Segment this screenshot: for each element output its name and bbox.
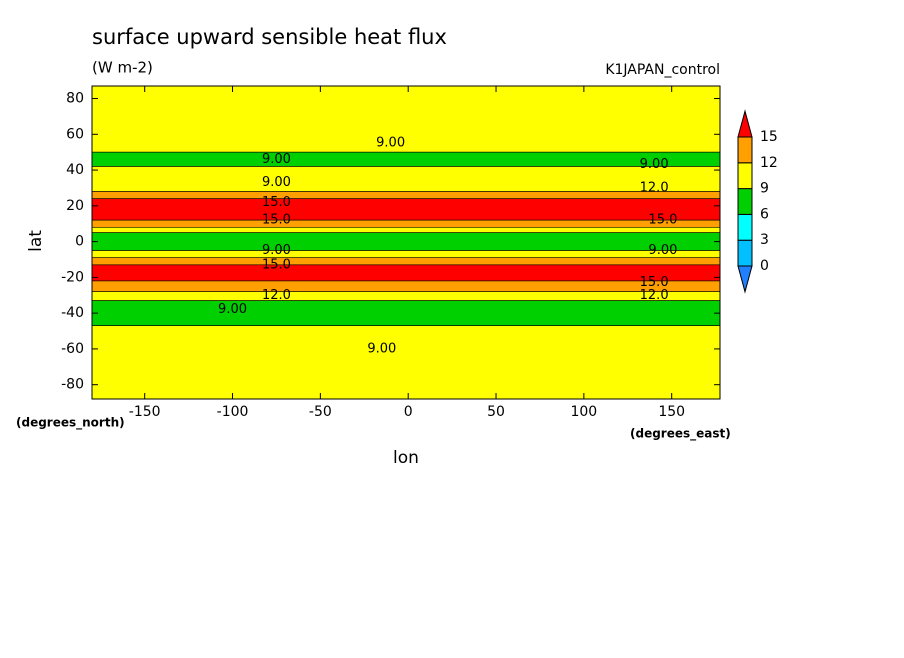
contour-band (91, 232, 721, 251)
y-axis-label: lat (26, 230, 46, 252)
colorbar-label: 15 (760, 129, 778, 145)
colorbar-label: 6 (760, 206, 769, 222)
colorbar-triangle (737, 109, 753, 138)
contour-band (91, 151, 721, 167)
contour-band (91, 325, 721, 400)
contour-label: 15.0 (262, 213, 291, 228)
y-tick-label: -80 (61, 377, 84, 393)
y-units: (degrees_north) (16, 416, 125, 431)
x-tick-label: -150 (129, 404, 161, 420)
contour-band (91, 291, 721, 301)
x-tick-label: 0 (404, 404, 413, 420)
contour-label: 9.00 (218, 302, 247, 317)
chart-title: surface upward sensible heat flux (92, 25, 447, 49)
contour-label: 9.00 (262, 152, 291, 167)
contour-band (91, 300, 721, 326)
colorbar-segment (737, 213, 753, 241)
contour-band (91, 250, 721, 259)
contour-label: 15.0 (262, 195, 291, 210)
contour-band (91, 85, 721, 153)
plot-frame (91, 85, 721, 400)
y-tick-label: -40 (61, 305, 84, 321)
colorbar-label: 9 (760, 181, 769, 197)
x-tick-label: -100 (217, 404, 249, 420)
x-axis-label: lon (393, 448, 419, 468)
colorbar-segment (737, 136, 753, 164)
y-tick-label: 60 (66, 126, 84, 142)
subtitle: K1JAPAN_control (605, 62, 720, 78)
contour-band (91, 166, 721, 192)
contour-band (91, 280, 721, 292)
x-units: (degrees_east) (630, 427, 731, 442)
contour-label: 9.00 (262, 175, 291, 190)
colorbar-label: 3 (760, 232, 769, 248)
contour-band (91, 226, 721, 233)
y-tick-label: 80 (66, 91, 84, 107)
contour-label: 15.0 (262, 257, 291, 272)
contour-label: 15.0 (640, 275, 669, 290)
y-tick-label: -20 (61, 269, 84, 285)
contour-label: 9.00 (262, 243, 291, 258)
contour-band (91, 264, 721, 282)
colorbar-segment (737, 162, 753, 190)
contour-label: 15.0 (648, 213, 677, 228)
contour-label: 12.0 (640, 180, 669, 195)
contour-band (91, 198, 721, 221)
contour-label: 12.0 (640, 288, 669, 303)
x-tick-label: 100 (570, 404, 597, 420)
contour-band (91, 191, 721, 199)
units: (W m-2) (92, 59, 153, 77)
colorbar-label: 12 (760, 155, 778, 171)
x-tick-label: 50 (487, 404, 505, 420)
y-tick-label: 20 (66, 198, 84, 214)
colorbar-segment (737, 239, 753, 267)
y-tick-label: 0 (75, 234, 84, 250)
y-tick-label: 40 (66, 162, 84, 178)
contour-label: 9.00 (367, 341, 396, 356)
y-tick-label: -60 (61, 341, 84, 357)
x-tick-label: -50 (309, 404, 332, 420)
x-tick-label: 150 (658, 404, 685, 420)
contour-label: 12.0 (262, 288, 291, 303)
contour-label: 9.00 (640, 157, 669, 172)
contour-label: 9.00 (648, 243, 677, 258)
colorbar-triangle (737, 265, 753, 294)
contour-band (91, 257, 721, 266)
colorbar-segment (737, 188, 753, 215)
contour-band (91, 219, 721, 228)
colorbar-label: 0 (760, 258, 769, 274)
contour-label: 9.00 (376, 136, 405, 151)
